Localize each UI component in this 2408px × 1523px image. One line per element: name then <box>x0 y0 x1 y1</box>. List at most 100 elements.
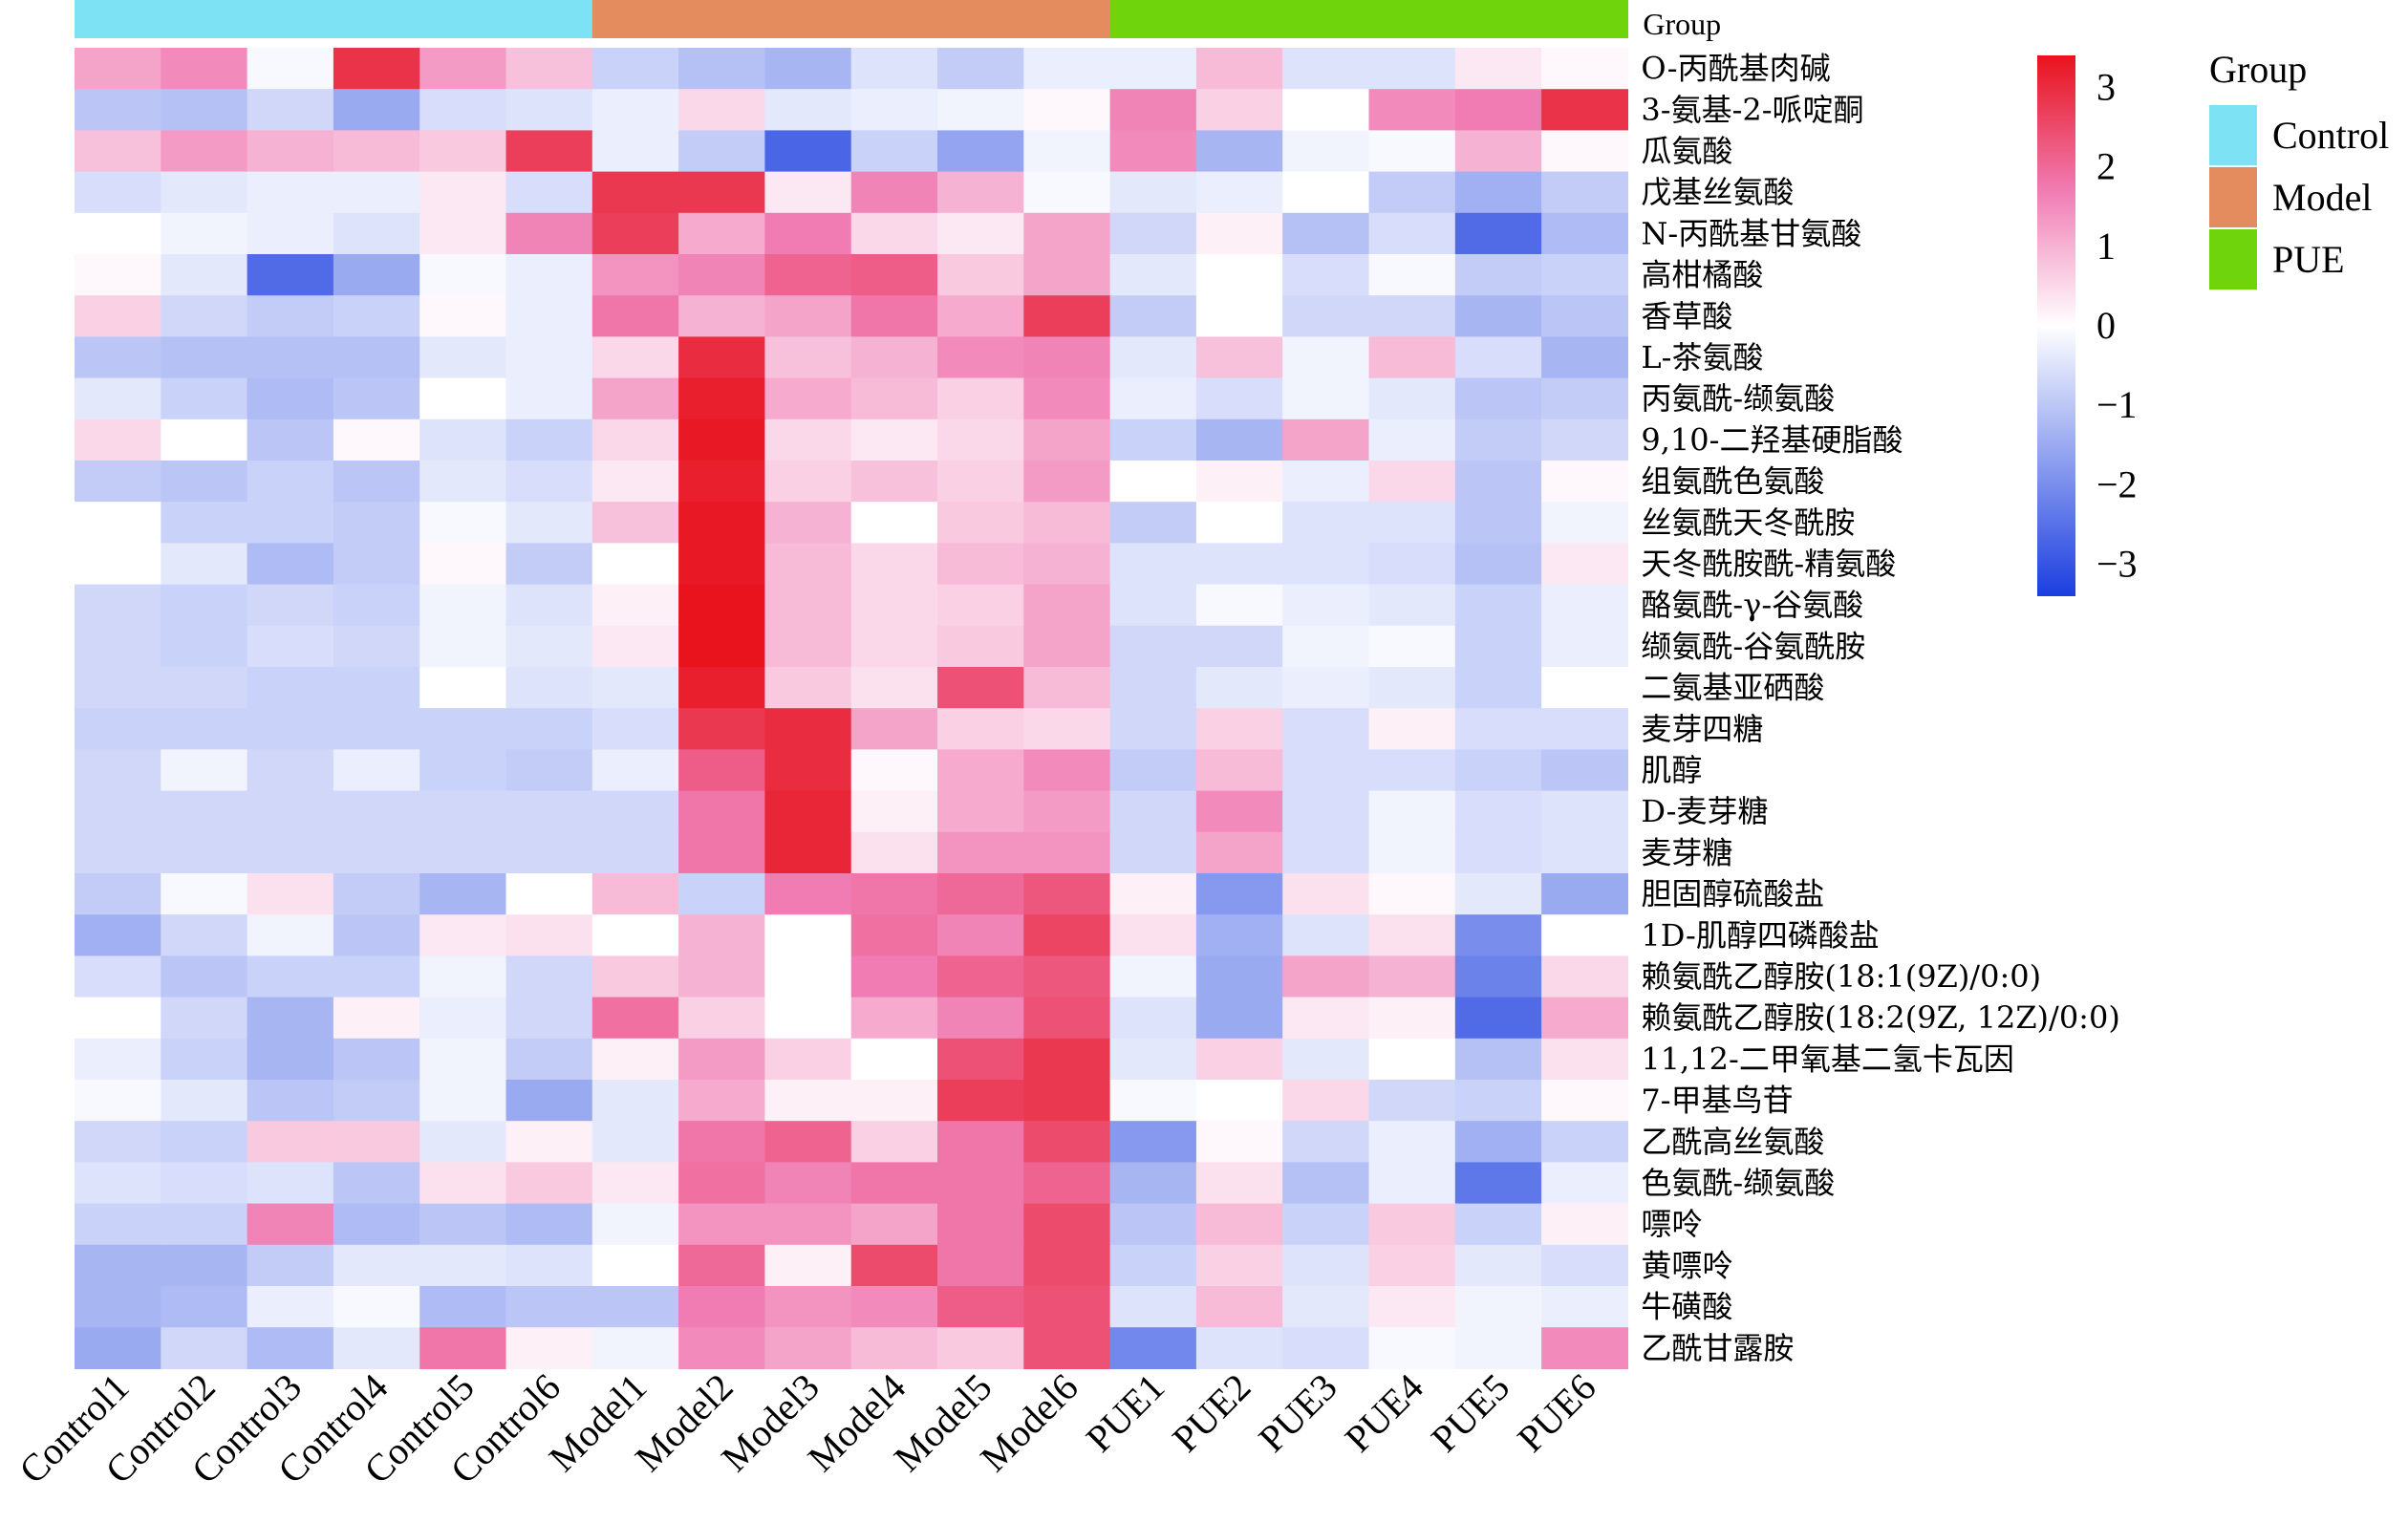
heatmap-cell <box>247 625 334 668</box>
heatmap-cell <box>937 130 1024 173</box>
heatmap-cell <box>937 1080 1024 1122</box>
heatmap-cell <box>1195 295 1283 337</box>
heatmap-cell <box>505 790 593 833</box>
color-scale-tick-label: 0 <box>2096 304 2116 347</box>
heatmap-cell <box>850 1286 938 1328</box>
heatmap-cell <box>247 295 334 337</box>
heatmap-cell <box>591 418 679 461</box>
heatmap-cell <box>1454 89 1542 131</box>
heatmap-cell <box>75 955 161 998</box>
heatmap-cell <box>419 171 507 214</box>
heatmap-cell <box>1109 1286 1197 1328</box>
annotation-cell <box>1282 0 1370 38</box>
row-label: 肌醇 <box>1641 752 1702 788</box>
heatmap-cell <box>678 1121 765 1163</box>
heatmap-cell <box>1109 997 1197 1040</box>
heatmap-cell <box>1195 254 1283 296</box>
heatmap-cell <box>1454 1162 1542 1205</box>
heatmap-cell <box>937 997 1024 1040</box>
heatmap-cell <box>247 1080 334 1122</box>
heatmap-cell <box>1368 1327 1456 1369</box>
heatmap-cell <box>419 89 507 131</box>
heatmap-cell <box>764 584 852 627</box>
heatmap-cell <box>850 831 938 874</box>
heatmap-cell <box>1541 997 1628 1040</box>
heatmap-cell <box>505 914 593 956</box>
heatmap-cell <box>1109 873 1197 915</box>
row-label: 11,12-二甲氧基二氢卡瓦因 <box>1641 1040 2013 1077</box>
heatmap-cell <box>75 749 161 792</box>
heatmap-cell <box>247 543 334 586</box>
heatmap-cell <box>75 873 161 915</box>
heatmap-cell <box>937 89 1024 131</box>
heatmap-cell <box>1368 295 1456 337</box>
heatmap-cell <box>1195 418 1283 461</box>
heatmap-cell <box>850 461 938 503</box>
heatmap-cell <box>161 130 248 173</box>
annotation-cell <box>937 0 1024 38</box>
row-label: 丝氨酰天冬酰胺 <box>1641 504 1855 541</box>
heatmap-cell <box>1023 502 1111 544</box>
annotation-cell <box>1195 0 1283 38</box>
heatmap-cell <box>419 997 507 1040</box>
color-scale-tick-label: 2 <box>2096 145 2116 188</box>
heatmap-cell <box>1109 336 1197 379</box>
heatmap-cell <box>678 625 765 668</box>
heatmap-cell <box>1282 130 1370 173</box>
row-label: 7-甲基鸟苷 <box>1641 1083 1793 1119</box>
heatmap-cell <box>1541 1121 1628 1163</box>
heatmap-cell <box>1195 1121 1283 1163</box>
heatmap-cell <box>678 584 765 627</box>
heatmap-cell <box>937 1162 1024 1205</box>
heatmap-cell <box>764 873 852 915</box>
heatmap-cell <box>75 502 161 544</box>
heatmap-cell <box>75 997 161 1040</box>
heatmap-cell <box>764 955 852 998</box>
heatmap-cell <box>75 1038 161 1081</box>
heatmap-cell <box>591 1286 679 1328</box>
heatmap-cell <box>75 1286 161 1328</box>
heatmap-cell <box>161 418 248 461</box>
heatmap-cell <box>591 130 679 173</box>
heatmap-cell <box>591 1162 679 1205</box>
heatmap-cell <box>678 502 765 544</box>
heatmap-cell <box>1454 955 1542 998</box>
heatmap-cell <box>1368 749 1456 792</box>
heatmap-cell <box>937 1203 1024 1246</box>
heatmap-cell <box>333 1162 420 1205</box>
heatmap-cell <box>1454 1038 1542 1081</box>
legend-swatch <box>2209 167 2257 227</box>
heatmap-cell <box>75 336 161 379</box>
heatmap-cell <box>1454 584 1542 627</box>
heatmap-cell <box>591 584 679 627</box>
heatmap-cell <box>505 873 593 915</box>
heatmap-cell <box>1368 336 1456 379</box>
row-label: 赖氨酰乙醇胺(18:1(9Z)/0:0) <box>1641 958 2041 995</box>
annotation-cell <box>1109 0 1197 38</box>
heatmap-cell <box>678 89 765 131</box>
heatmap-cell <box>850 502 938 544</box>
heatmap-cell <box>850 254 938 296</box>
heatmap-cell <box>75 212 161 255</box>
heatmap-cell <box>1454 1203 1542 1246</box>
heatmap-cell <box>333 418 420 461</box>
heatmap-cell <box>161 1327 248 1369</box>
annotation-cell <box>1368 0 1456 38</box>
heatmap-cell <box>161 873 248 915</box>
heatmap-cell <box>1368 790 1456 833</box>
heatmap-cell <box>333 831 420 874</box>
annotation-cell <box>1023 0 1111 38</box>
heatmap-cell <box>1282 708 1370 750</box>
heatmap-cell <box>937 48 1024 90</box>
heatmap-cell <box>247 873 334 915</box>
heatmap-cell <box>937 336 1024 379</box>
heatmap-cell <box>333 502 420 544</box>
heatmap-cell <box>764 749 852 792</box>
heatmap-cell <box>1023 1080 1111 1122</box>
heatmap-cell <box>937 873 1024 915</box>
heatmap-cell <box>1282 625 1370 668</box>
annotation-cell <box>764 0 852 38</box>
heatmap-cell <box>75 171 161 214</box>
row-label: 1D-肌醇四磷酸盐 <box>1641 917 1879 954</box>
heatmap-cell <box>764 708 852 750</box>
